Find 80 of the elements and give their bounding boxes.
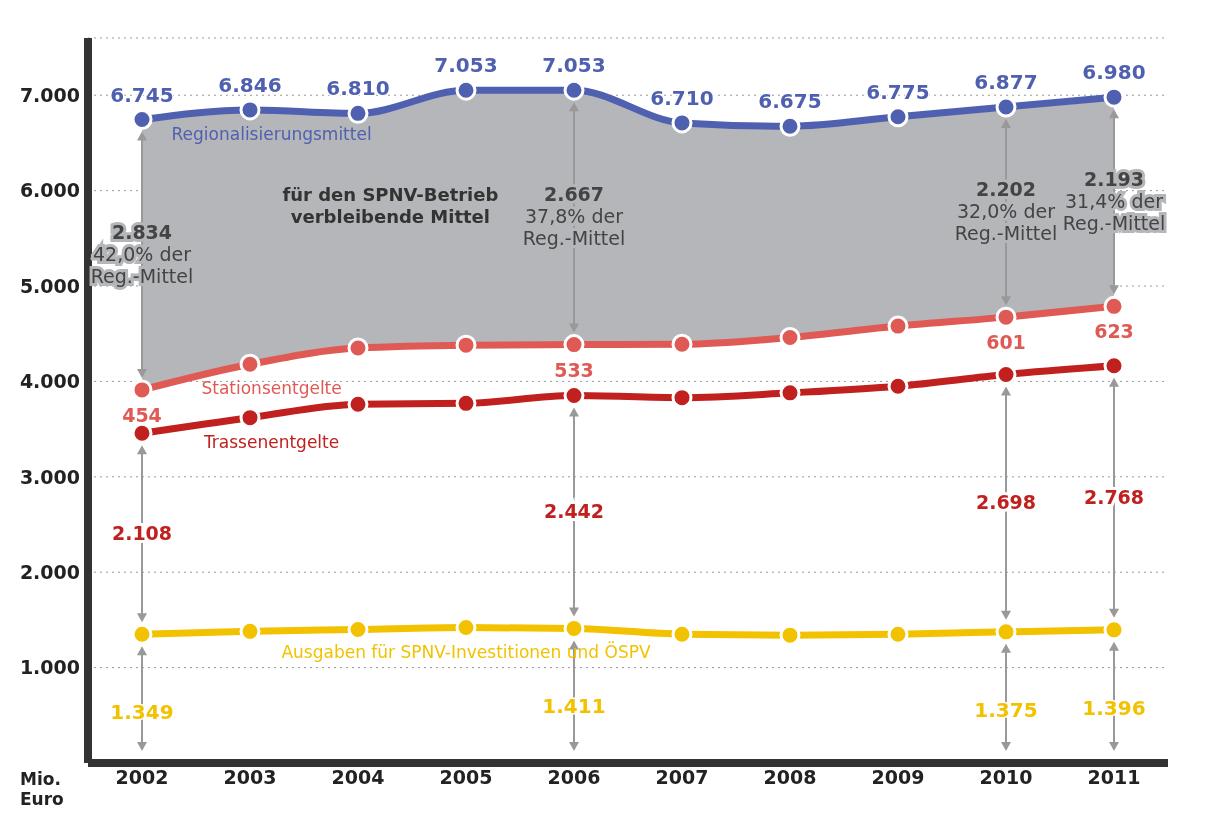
data-label: 6.710 xyxy=(650,85,714,110)
data-label: 6.877 xyxy=(974,69,1038,94)
point xyxy=(887,106,909,128)
annotation: für den SPNV-Betrieb verbleibende Mittel xyxy=(282,183,499,227)
data-label: 6.775 xyxy=(866,79,930,104)
point xyxy=(779,115,801,137)
x-tick-label: 2006 xyxy=(547,766,601,789)
point xyxy=(995,96,1017,118)
point xyxy=(347,102,369,124)
point xyxy=(671,623,693,645)
data-label: 1.411 xyxy=(542,694,606,719)
x-tick-label: 2005 xyxy=(439,766,493,789)
point xyxy=(671,112,693,134)
annotation: 2.108 xyxy=(111,521,173,544)
data-label: 7.053 xyxy=(542,53,606,78)
point xyxy=(131,379,153,401)
annotation: 623 xyxy=(1094,320,1134,343)
point xyxy=(239,353,261,375)
x-tick-label: 2003 xyxy=(223,766,277,789)
point xyxy=(131,422,153,444)
annotation: 601 xyxy=(986,331,1026,354)
point xyxy=(455,79,477,101)
point xyxy=(1103,355,1125,377)
y-tick-label: 4.000 xyxy=(19,370,80,393)
x-tick-label: 2010 xyxy=(979,766,1033,789)
data-label: 1.396 xyxy=(1082,695,1146,720)
annotation: 454 xyxy=(122,403,162,426)
point xyxy=(455,392,477,414)
point xyxy=(239,620,261,642)
annotation: 2.698 xyxy=(975,491,1037,514)
y-axis-title: Mio. Euro xyxy=(20,769,64,809)
point xyxy=(887,623,909,645)
data-label: 6.745 xyxy=(110,82,174,107)
point xyxy=(455,334,477,356)
point xyxy=(779,382,801,404)
x-tick-label: 2004 xyxy=(331,766,385,789)
annotation: 2.768 xyxy=(1083,485,1145,508)
x-tick-label: 2008 xyxy=(763,766,817,789)
point xyxy=(887,315,909,337)
series-label: Ausgaben für SPNV-Investitionen und ÖSPV xyxy=(281,640,651,662)
point xyxy=(995,306,1017,328)
data-label: 1.375 xyxy=(974,697,1038,722)
data-label: 7.053 xyxy=(434,53,498,78)
point xyxy=(887,375,909,397)
annotation: 533 xyxy=(554,358,594,381)
data-label: 1.349 xyxy=(110,700,174,725)
data-label: 6.810 xyxy=(326,76,390,101)
annotation: 2.442 xyxy=(543,499,605,522)
point xyxy=(671,333,693,355)
series-label: Trassenentgelte xyxy=(202,431,340,452)
data-label: 6.675 xyxy=(758,89,822,114)
point xyxy=(239,99,261,121)
y-tick-label: 3.000 xyxy=(19,465,80,488)
point xyxy=(1103,86,1125,108)
x-tick-label: 2002 xyxy=(115,766,169,789)
series-label: Stationsentgelte xyxy=(201,378,342,399)
y-tick-label: 2.000 xyxy=(19,560,80,583)
y-tick-label: 5.000 xyxy=(19,274,80,297)
y-tick-label: 7.000 xyxy=(19,83,80,106)
annotation: 2.667 37,8% der Reg.-Mittel xyxy=(522,183,626,250)
point xyxy=(563,79,585,101)
series-label: Regionalisierungsmittel xyxy=(171,123,372,144)
x-tick-label: 2009 xyxy=(871,766,925,789)
point xyxy=(239,407,261,429)
x-tick-label: 2011 xyxy=(1087,766,1141,789)
point xyxy=(779,624,801,646)
point xyxy=(1103,619,1125,641)
point xyxy=(131,109,153,131)
y-tick-label: 6.000 xyxy=(19,179,80,202)
y-tick-label: 1.000 xyxy=(19,656,80,679)
data-label: 6.846 xyxy=(218,72,282,97)
point xyxy=(347,393,369,415)
data-label: 6.980 xyxy=(1082,60,1146,85)
x-tick-label: 2007 xyxy=(655,766,709,789)
point xyxy=(671,387,693,409)
annotation: 2.202 32,0% der Reg.-Mittel xyxy=(954,178,1058,245)
point xyxy=(131,623,153,645)
point xyxy=(347,337,369,359)
point xyxy=(1103,295,1125,317)
point xyxy=(995,621,1017,643)
